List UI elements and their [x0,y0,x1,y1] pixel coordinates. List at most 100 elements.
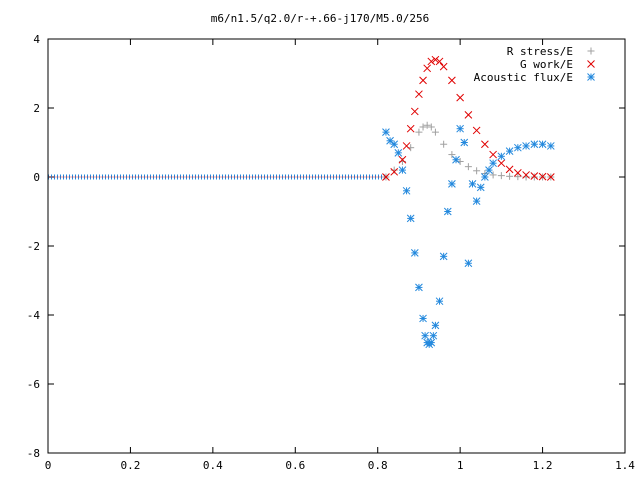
axis-ticks: 0 0.2 0.4 0.6 0.8 1 1.2 1.4 -8 -6 -4 -2 0 2 4 [27,33,636,472]
x-tick-label: 0.4 [203,459,223,472]
data-point [431,321,440,330]
y-tick-label: -2 [27,240,40,253]
legend-marker [587,73,595,81]
data-point [448,76,456,85]
chart-title: m6/n1.5/q2.0/r-+.66-j170/M5.0/256 [211,12,430,25]
data-point [415,283,423,292]
data-point [439,252,448,261]
data-point [485,166,493,174]
data-point [489,150,497,159]
data-point [415,90,423,99]
data-point [472,126,481,135]
data-point [456,124,464,133]
data-point [394,148,403,157]
data-point [448,151,456,159]
data-point [431,55,440,64]
data-point [456,93,464,102]
data-point [530,140,539,149]
data-point [427,338,436,347]
legend-label: R stress/E [507,45,573,58]
data-point [530,173,538,181]
data-point [472,197,481,206]
data-point [406,214,415,223]
data-point [390,166,398,174]
y-tick-label: -6 [27,378,40,391]
data-point [530,172,539,180]
data-point [538,172,547,181]
data-point [390,140,399,149]
y-tick-label: 4 [33,33,40,46]
data-point [514,173,522,181]
data-points [382,55,555,349]
data-point [476,183,485,192]
data-point [538,140,547,149]
data-point [464,111,473,119]
data-point [390,167,399,176]
y-tick-label: -4 [27,309,41,322]
data-point [427,57,436,66]
data-point [415,128,423,136]
data-point [546,173,555,181]
data-point [497,152,506,161]
x-tick-label: 0.2 [120,459,140,472]
data-point [410,107,419,116]
data-point [423,64,432,73]
data-point [398,166,407,174]
y-tick-label: 2 [33,102,40,115]
data-point [489,171,497,179]
data-point [382,173,390,181]
y-tick-label: 0 [33,171,40,184]
data-point [513,169,522,177]
series-2 [382,124,555,349]
data-point [497,159,506,168]
data-point [473,167,481,175]
legend-label: G work/E [520,58,573,71]
data-point [443,207,452,216]
legend-marker [587,47,595,55]
data-point [522,171,530,179]
data-point [402,142,411,150]
data-point [410,249,419,257]
data-point [427,123,435,131]
legend-marker [587,60,595,68]
data-point [489,159,497,168]
data-point [497,172,505,180]
x-tick-label: 0.8 [368,459,388,472]
data-point [419,314,427,323]
data-point [481,140,489,149]
data-point [460,138,469,147]
data-point [439,62,448,71]
data-point [398,157,406,165]
x-tick-label: 1 [457,459,464,472]
data-point [464,163,472,171]
x-tick-label: 1.2 [533,459,553,472]
data-point [505,147,514,155]
data-point [464,259,473,268]
data-point [435,57,444,66]
series-1 [382,55,555,181]
data-point [448,180,456,188]
data-point [382,128,390,137]
data-point [431,128,439,136]
data-point [398,155,407,164]
data-point [423,121,431,129]
x-tick-label: 0 [45,459,52,472]
data-point [522,142,530,150]
data-point [481,173,489,181]
data-point [419,76,427,85]
y-tick-label: -8 [27,447,40,460]
legend-label: Acoustic flux/E [474,71,573,84]
plot-frame [47,38,626,454]
data-point [505,165,514,174]
data-point [402,186,411,195]
data-point [513,143,522,152]
x-tick-label: 1.4 [615,459,635,472]
data-point [419,123,427,131]
data-point [429,331,438,340]
data-point [406,124,415,133]
data-point [468,180,477,188]
data-point [440,140,448,148]
x-tick-label: 0.6 [285,459,305,472]
